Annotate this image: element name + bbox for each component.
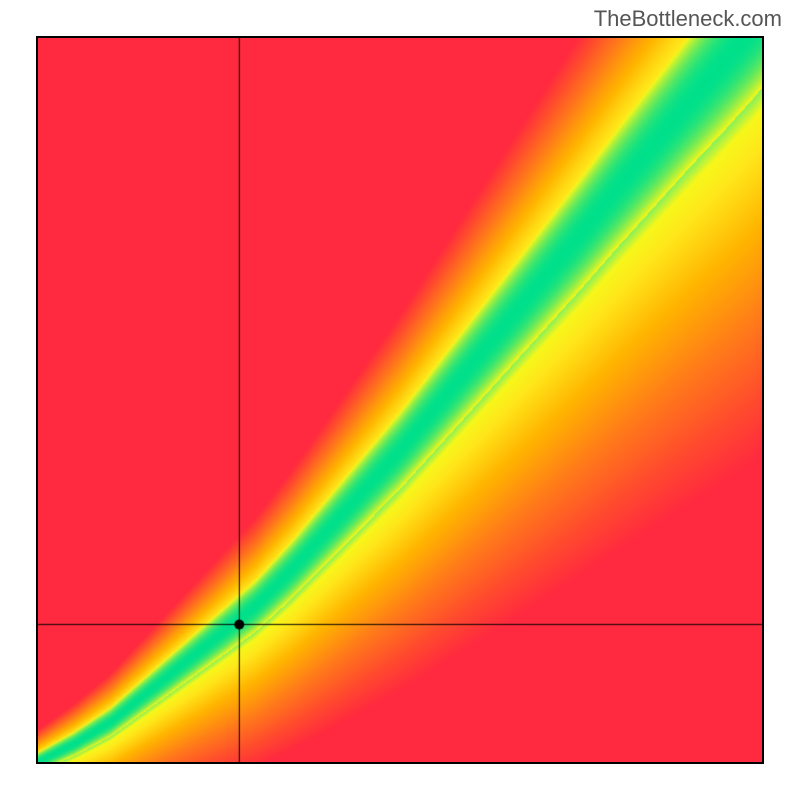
heatmap-canvas (38, 38, 762, 762)
chart-frame (36, 36, 764, 764)
watermark-text: TheBottleneck.com (594, 6, 782, 32)
